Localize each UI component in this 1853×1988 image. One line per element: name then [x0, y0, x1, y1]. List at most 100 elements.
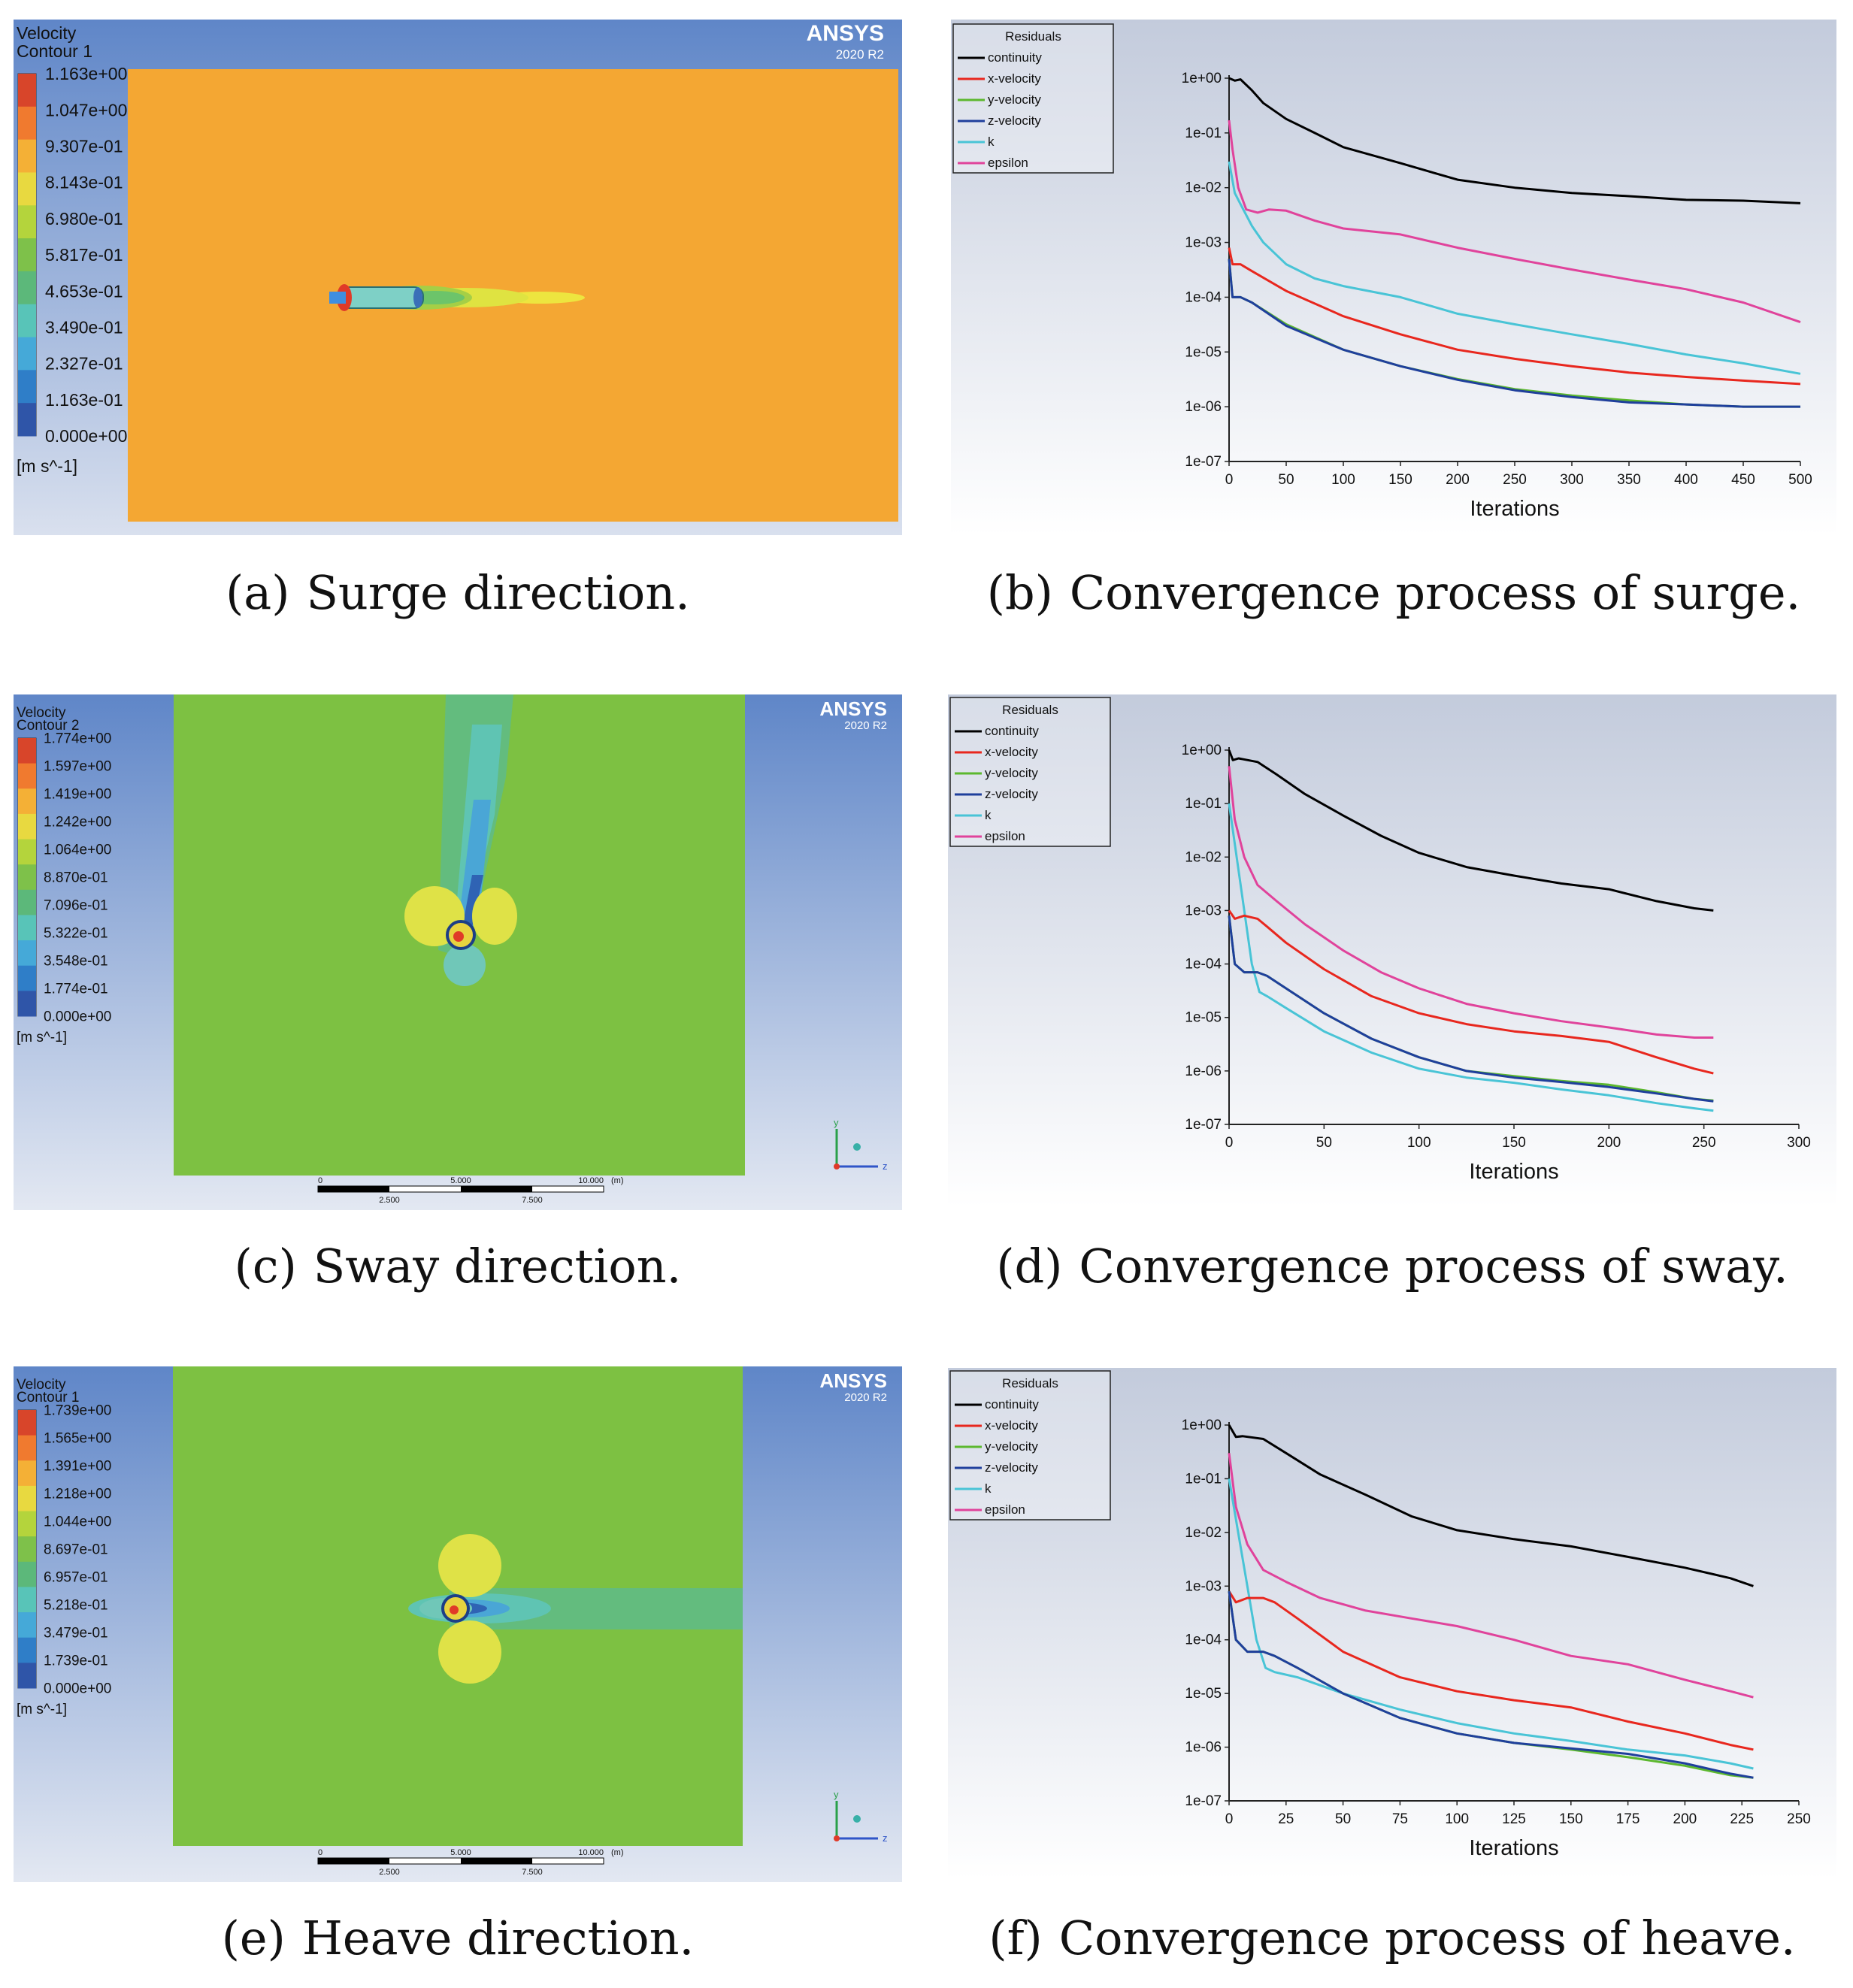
- colorbar-levels: 1.739e+00 1.565e+00 1.391e+00 1.218e+00 1.04…: [44, 1403, 111, 1697]
- colorbar-level: 9.307e-01: [45, 136, 123, 156]
- residuals-chart-heave: 1e+00 1e-01 1e-02 1e-03 1e-04 1e-05 1e-06 1e-07…: [948, 1368, 1836, 1879]
- x-tick-label: 100: [1445, 1811, 1469, 1827]
- caption-text: Convergence process of heave.: [1058, 1911, 1796, 1965]
- series-line-z-velocity: [1228, 915, 1714, 1103]
- colorbar-level: 3.490e-01: [45, 317, 123, 337]
- x-tick-label: 0: [1225, 472, 1234, 488]
- colorbar-level: 0.000e+00: [45, 426, 127, 446]
- axis-y-label: y: [834, 1117, 839, 1128]
- contour-figure-heave: Velocity Contour 1 1.739e+00 1.565e+00 1.3…: [14, 1366, 902, 1882]
- x-tick-label: 200: [1597, 1135, 1621, 1151]
- colorbar: [18, 1410, 36, 1689]
- legend-box: [949, 697, 1111, 847]
- x-axis-label: Iterations: [1469, 1836, 1558, 1860]
- colorbar-level: 8.870e-01: [44, 870, 108, 886]
- y-tick-label: 1e+00: [1182, 71, 1222, 86]
- caption-text: Surge direction.: [306, 565, 690, 620]
- x-tick-label: 0: [1225, 1135, 1234, 1151]
- colorbar-unit: [m s^-1]: [17, 1030, 67, 1045]
- x-tick-label: 250: [1787, 1811, 1811, 1827]
- scale-bar: 0 5.000 10.000 (m) 2.500 7.500: [317, 1848, 624, 1877]
- x-axis-label: Iterations: [1470, 497, 1559, 521]
- ansys-logo: ANSYS: [819, 1369, 887, 1392]
- residuals-panel-sway: 1e+00 1e-01 1e-02 1e-03 1e-04 1e-05 1e-06 1e-07…: [948, 694, 1836, 1207]
- x-tick-label: 300: [1787, 1135, 1811, 1151]
- y-tick-label: 1e-04: [1185, 1632, 1222, 1648]
- colorbar-swatch: [18, 271, 36, 305]
- colorbar-swatch: [18, 1435, 36, 1461]
- contour-title: Velocity: [17, 705, 66, 721]
- chart-background: [948, 694, 1836, 1207]
- colorbar-swatch: [18, 172, 36, 206]
- x-tick-label: 350: [1617, 472, 1641, 488]
- x-tick-label: 50: [1278, 472, 1294, 488]
- contour-title: Velocity: [17, 1377, 66, 1393]
- x-tick-label: 50: [1335, 1811, 1351, 1827]
- series-line-continuity: [1228, 749, 1714, 912]
- x-tick-label: 175: [1616, 1811, 1640, 1827]
- contour-subtitle: Contour 1: [17, 1390, 79, 1406]
- legend-title: Residuals: [1005, 29, 1061, 44]
- colorbar-level: 1.218e+00: [44, 1487, 111, 1502]
- series-line-x-velocity: [1228, 1590, 1754, 1751]
- colorbar-level: 5.322e-01: [44, 926, 108, 942]
- caption-text: Convergence process of surge.: [1069, 565, 1801, 620]
- colorbar-level: 2.327e-01: [45, 354, 123, 374]
- y-tick-label: 1e-07: [1185, 1117, 1222, 1133]
- colorbar-swatch: [18, 839, 36, 865]
- legend-entry: y-velocity: [988, 92, 1041, 107]
- caption-text: Sway direction.: [313, 1239, 682, 1294]
- ansys-version: 2020 R2: [844, 1391, 887, 1404]
- caption-text: Heave direction.: [301, 1911, 695, 1965]
- colorbar-swatch: [18, 106, 36, 141]
- x-tick-label: 100: [1407, 1135, 1431, 1151]
- colorbar: [18, 738, 36, 1017]
- colorbar-level: 6.957e-01: [44, 1570, 108, 1586]
- vehicle-body: [329, 284, 424, 311]
- x-tick-label: 150: [1388, 472, 1412, 488]
- scale-tick: 0: [318, 1848, 322, 1857]
- colorbar-level: 3.479e-01: [44, 1626, 108, 1642]
- scale-tick: 7.500: [522, 1196, 543, 1205]
- scale-tick: 10.000: [578, 1176, 604, 1185]
- scale-tick: 10.000: [578, 1848, 604, 1857]
- colorbar-level: 1.739e+00: [44, 1403, 111, 1419]
- colorbar-level: 1.242e+00: [44, 815, 111, 831]
- y-tick-label: 1e-06: [1185, 1740, 1222, 1756]
- colorbar-swatch: [18, 864, 36, 891]
- colorbar-level: 1.597e+00: [44, 759, 111, 775]
- series-line-x-velocity: [1228, 909, 1714, 1075]
- scale-tick: 7.500: [522, 1868, 543, 1877]
- colorbar-swatch: [18, 1485, 36, 1512]
- colorbar-level: 4.653e-01: [45, 281, 123, 301]
- legend-box: [949, 1370, 1111, 1521]
- chart-background: [948, 1368, 1836, 1879]
- x-tick-label: 225: [1730, 1811, 1754, 1827]
- legend-entry: x-velocity: [985, 1418, 1038, 1433]
- colorbar-levels: 1.163e+00 1.047e+00 9.307e-01 8.143e-01 6.98…: [45, 64, 127, 446]
- caption-label: (a): [226, 565, 290, 620]
- y-tick-label: 1e-06: [1185, 1064, 1222, 1079]
- legend-entry: z-velocity: [985, 787, 1038, 801]
- legend-entry: k: [988, 135, 995, 149]
- caption-label: (f): [989, 1911, 1043, 1965]
- caption-label: (d): [996, 1239, 1063, 1294]
- series-line-z-velocity: [1228, 1590, 1754, 1779]
- scale-tick: 5.000: [450, 1848, 471, 1857]
- series-line-k: [1228, 803, 1714, 1112]
- colorbar-swatch: [18, 788, 36, 815]
- colorbar-swatch: [18, 238, 36, 272]
- caption-label: (c): [234, 1239, 297, 1294]
- caption-label: (e): [221, 1911, 286, 1965]
- colorbar-swatch: [18, 763, 36, 789]
- x-tick-label: 300: [1560, 472, 1584, 488]
- scale-unit: (m): [611, 1176, 624, 1185]
- y-tick-label: 1e-02: [1185, 849, 1222, 865]
- colorbar-swatch: [18, 965, 36, 991]
- y-tick-label: 1e-03: [1185, 903, 1222, 918]
- series-line-k: [1228, 1478, 1754, 1770]
- colorbar-swatch: [18, 1536, 36, 1563]
- axis-triad: y z: [834, 1117, 888, 1172]
- legend-title: Residuals: [1002, 703, 1058, 717]
- colorbar-swatch: [18, 1663, 36, 1689]
